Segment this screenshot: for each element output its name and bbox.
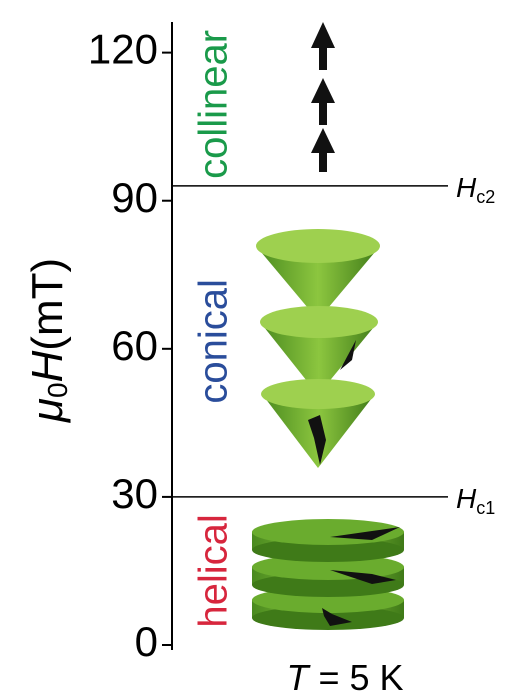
conical-cones — [256, 229, 380, 468]
boundary-label: Hc2 — [456, 172, 495, 206]
phase-label: helical — [192, 514, 236, 627]
boundary-subscript: c2 — [476, 187, 495, 207]
y-tick-label: 120 — [88, 26, 158, 73]
helical-disks — [252, 519, 404, 630]
x-axis-label: T = 5 K — [286, 657, 403, 698]
y-tick-label: 60 — [111, 322, 158, 369]
boundary-symbol: H — [456, 172, 477, 203]
y-axis-label: μ0H(mT) — [23, 258, 74, 423]
collinear-arrows — [311, 22, 335, 172]
y-tick-label: 90 — [111, 174, 158, 221]
boundary-symbol: H — [456, 483, 477, 514]
chart: μ0H(mT) T = 5 K 0306090120Hc1Hc2helicalc… — [0, 0, 531, 700]
y-tick-label: 30 — [111, 470, 158, 517]
boundary-subscript: c1 — [476, 498, 495, 518]
y-tick-label: 0 — [135, 618, 158, 665]
boundary-label: Hc1 — [456, 483, 495, 517]
phase-label: collinear — [192, 30, 236, 179]
phase-label: conical — [192, 279, 236, 404]
